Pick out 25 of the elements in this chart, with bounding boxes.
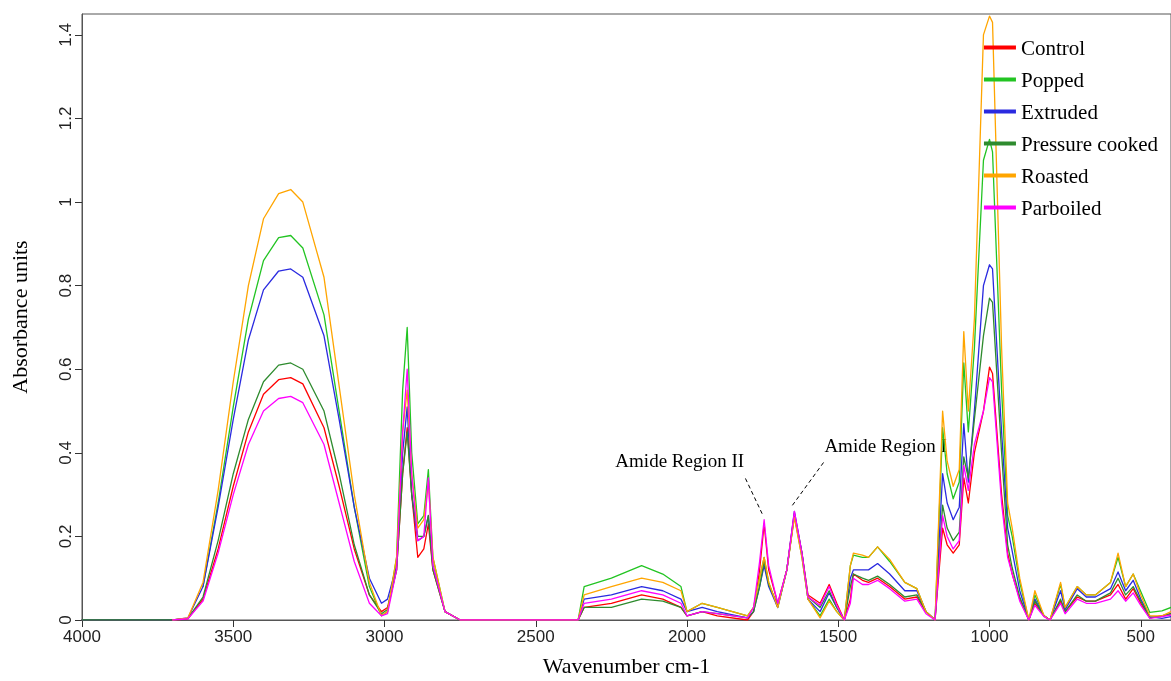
y-tick-label: 0 xyxy=(56,615,75,625)
x-tick-label: 1500 xyxy=(819,627,858,646)
x-axis-title: Wavenumber cm-1 xyxy=(542,652,711,678)
y-tick-label: 1 xyxy=(56,197,75,207)
x-tick-label: 2000 xyxy=(668,627,706,646)
y-axis-title: Absorbance units xyxy=(6,240,32,394)
annotation: Amide Region II xyxy=(615,449,745,471)
x-tick-label: 1000 xyxy=(970,627,1009,646)
y-tick-label: 1.2 xyxy=(56,106,75,131)
legend-label: Extruded xyxy=(1020,99,1099,124)
x-tick-label: 3000 xyxy=(365,627,404,646)
y-tick-label: 1.4 xyxy=(56,23,75,47)
legend-label: Popped xyxy=(1020,67,1085,92)
y-tick-label: 0.6 xyxy=(56,357,75,382)
x-tick-label: 500 xyxy=(1126,627,1155,646)
y-tick-label: 0.4 xyxy=(56,441,75,465)
x-tick-label: 3500 xyxy=(214,627,253,646)
legend-label: Roasted xyxy=(1020,163,1090,188)
legend-label: Pressure cooked xyxy=(1020,131,1159,156)
x-tick-label: 2500 xyxy=(516,627,555,646)
y-tick-label: 0.2 xyxy=(56,524,75,549)
legend-label: Control xyxy=(1020,35,1086,60)
x-tick-label: 4000 xyxy=(63,627,101,646)
y-tick-label: 0.8 xyxy=(56,273,75,298)
legend-label: Parboiled xyxy=(1020,195,1102,220)
